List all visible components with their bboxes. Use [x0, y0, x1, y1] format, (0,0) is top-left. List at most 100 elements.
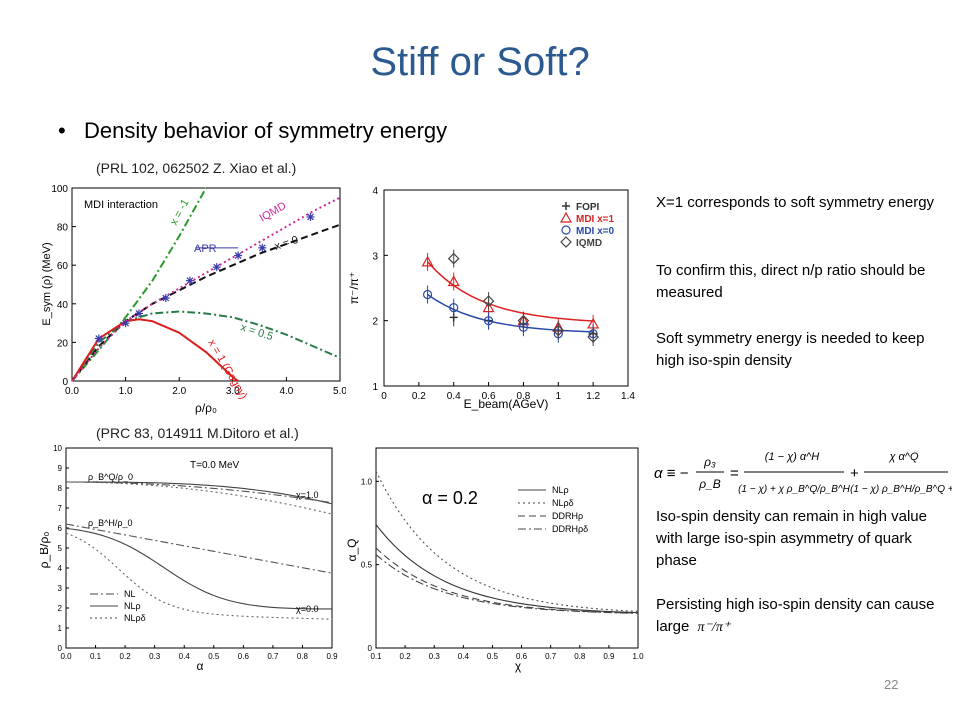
legend-label: IQMD: [576, 238, 602, 249]
curve: [375, 524, 639, 614]
x-tick-label: 0.8: [516, 391, 530, 402]
x-tick-label: 0.4: [447, 391, 461, 402]
marker-circle: [561, 225, 571, 235]
curve-label-xm1: x = -1: [168, 197, 192, 227]
x-tick-label: 0.3: [149, 652, 161, 661]
x-tick-label: 0.2: [412, 391, 426, 402]
alphaq-chi-chart: 0.1 0.2 0.3 0.4 0.5 0.6 0.7 0.8 0.9 1.0 0 0.5 1.0 α …: [345, 442, 646, 674]
y-tick-label: 40: [57, 300, 69, 311]
legend-label: DDRHρδ: [552, 524, 588, 534]
legend-label: NLρδ: [124, 613, 146, 623]
y-tick-label: 2: [372, 317, 378, 328]
curve-label-chi1: χ=1.0: [296, 490, 319, 500]
citation-bottom: (PRC 83, 014911 M.Ditoro et al.): [96, 425, 299, 441]
y-tick-label: 0: [368, 644, 373, 653]
curve: [375, 554, 639, 614]
x-axis-label: α: [197, 659, 204, 673]
x-tick-label: 0.6: [516, 652, 528, 661]
apr-point-d2: [122, 319, 130, 327]
x-tick-label: 1: [556, 391, 562, 402]
eq-frac3-den: (1 − χ) ρ_B^H/ρ_B^Q + χ: [850, 484, 952, 495]
panel-annotation: MDI interaction: [84, 199, 158, 211]
y-tick-label: 3: [58, 584, 63, 593]
y-tick-label: 0: [58, 644, 63, 653]
series-line: [71, 310, 341, 382]
apr-point-d2: [258, 244, 266, 252]
eq-frac2-num: (1 − χ) α^H: [765, 451, 819, 463]
legend-label: FOPI: [576, 202, 600, 213]
marker-diamond: [552, 324, 565, 337]
legend-label: MDI x=0: [576, 226, 615, 237]
citation-top: (PRL 102, 062502 Z. Xiao et al.): [96, 160, 297, 176]
page-number: 22: [884, 677, 899, 692]
legend-label: NL: [124, 589, 136, 599]
series-line: [71, 223, 341, 382]
density-alpha-svg: 0.0 0.1 0.2 0.3 0.4 0.5 0.6 0.7 0.8 0.9 0 1 2 3 4 5 6 7 8 9…: [37, 444, 338, 673]
panel-annotation: α = 0.2: [422, 488, 478, 508]
legend-label: NLρ: [124, 601, 141, 611]
x-axis-label: ρ/ρ₀: [195, 401, 217, 415]
y-tick-label: 6: [58, 524, 63, 533]
fit-curve: [427, 261, 594, 322]
series-line: [71, 196, 341, 382]
x-tick-label: 0.4: [179, 652, 191, 661]
marker-diamond: [587, 331, 599, 343]
marker-diamond: [482, 295, 495, 307]
bullet-dot-icon: •: [58, 118, 66, 143]
marker-circle: [449, 302, 459, 313]
note-high-isospin: Soft symmetry energy is needed to keep h…: [656, 330, 925, 369]
legend-label: NLρ: [552, 485, 569, 495]
eq-lhs: α ≡ −: [654, 465, 689, 482]
series-line: [71, 187, 207, 382]
marker-diamond: [560, 236, 572, 248]
legend-label: NLρδ: [552, 498, 574, 508]
curve-label-x0: x = 0: [273, 234, 300, 253]
x-axis-label: E_beam(AGeV): [464, 397, 549, 411]
x-tick-label: 0.0: [60, 652, 72, 661]
marker-triangle: [421, 255, 434, 267]
slide-title: Stiff or Soft?: [370, 40, 590, 84]
apr-point: [185, 276, 194, 285]
note-persisting: Persisting high iso-spin density can cau…: [656, 594, 948, 639]
note-isospin-quark: Iso-spin density can remain in high valu…: [656, 508, 927, 569]
x-tick-label: 0.8: [574, 652, 586, 661]
alphaq-chi-svg: 0.1 0.2 0.3 0.4 0.5 0.6 0.7 0.8 0.9 1.0 0 0.5 1.0 α …: [345, 447, 644, 673]
x-tick-label: 0.2: [400, 652, 412, 661]
pion-ratio-formula: π⁻/π⁺: [697, 620, 731, 635]
x-tick-label: 0.5: [487, 652, 499, 661]
series-line: [71, 318, 239, 382]
y-tick-label: 3: [372, 251, 378, 262]
y-tick-label: 1: [372, 382, 378, 393]
apr-point-d2: [186, 277, 194, 285]
curve: [65, 481, 333, 504]
apr-point-d2: [95, 335, 103, 342]
panel-annotation: T=0.0 MeV: [190, 460, 240, 471]
note-persisting-text: Persisting high iso-spin density can cau…: [656, 596, 935, 635]
y-tick-label: 10: [53, 444, 62, 453]
y-tick-label: 7: [58, 504, 63, 513]
x-tick-label: 0.7: [545, 652, 557, 661]
x-tick-label: 0.6: [238, 652, 250, 661]
curve-label-hadron: ρ_B^H/ρ_0: [88, 518, 132, 528]
plot-frame: [375, 447, 639, 649]
curve: [375, 547, 639, 614]
curve: [65, 532, 333, 620]
apr-point: [135, 309, 143, 318]
y-tick-label: 0: [62, 377, 68, 388]
alpha-equation: α ≡ − ρ₃ ρ_B = (1 − χ) α^H (1 − χ) + χ ρ…: [652, 438, 960, 510]
apr-point: [258, 243, 267, 252]
y-tick-label: 9: [58, 464, 63, 473]
marker-triangle: [447, 275, 460, 287]
x-tick-label: 1.4: [621, 391, 635, 402]
x-tick-label: 0.1: [90, 652, 102, 661]
y-tick-label: 100: [51, 184, 68, 195]
curve-label-apr: APR: [194, 243, 217, 255]
curve: [375, 471, 639, 612]
apr-point-d2: [213, 263, 221, 271]
x-tick-label: 0.7: [267, 652, 279, 661]
x-tick-label: 0.5: [208, 652, 220, 661]
symmetry-energy-chart: 0.0 1.0 2.0 3.0 4.0 5.0 0 20 40 60 80 100 MDI inter…: [40, 180, 350, 420]
eq-frac2-den: (1 − χ) + χ ρ_B^Q/ρ_B^H: [738, 484, 851, 495]
marker-triangle: [559, 211, 573, 223]
x-tick-label: 0.3: [429, 652, 441, 661]
